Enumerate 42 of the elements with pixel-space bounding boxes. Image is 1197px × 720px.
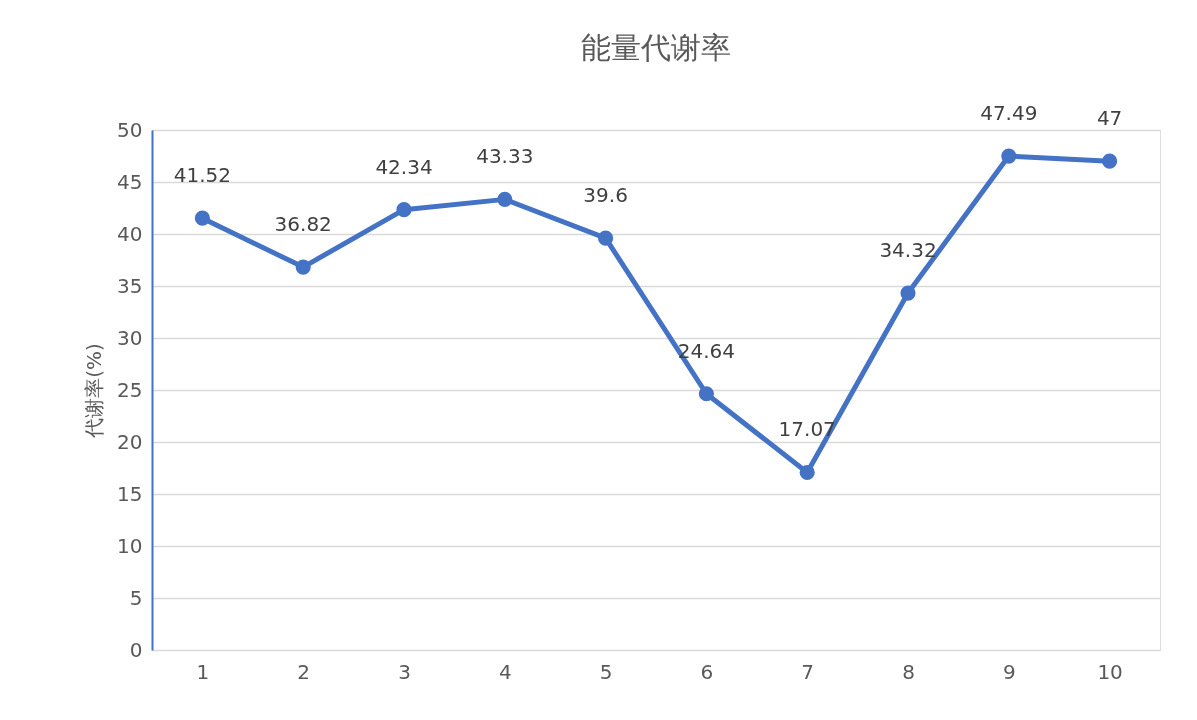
- point: [698, 386, 714, 402]
- y-tick-label: 35: [117, 273, 143, 298]
- x-tick-label: 5: [599, 659, 613, 684]
- data-label: 36.82: [274, 212, 332, 237]
- point: [497, 191, 513, 207]
- data-label: 24.64: [677, 338, 736, 363]
- x-tick-label: 1: [196, 659, 210, 684]
- point: [1102, 153, 1118, 169]
- y-tick-label: 5: [129, 585, 143, 610]
- point: [1001, 148, 1017, 164]
- y-tick-label: 0: [129, 637, 143, 662]
- x-tick-label: 2: [297, 659, 311, 684]
- data-label: 34.32: [879, 238, 937, 263]
- x-tick-label: 10: [1097, 659, 1123, 684]
- point: [194, 210, 210, 226]
- y-tick-label: 30: [117, 325, 143, 350]
- y-tick-label: 50: [117, 117, 143, 142]
- x-tick-label: 6: [700, 659, 714, 684]
- data-label: 43.33: [476, 144, 534, 169]
- y-tick-label: 20: [117, 429, 143, 454]
- chart-title: 能量代谢率: [581, 30, 731, 66]
- data-label: 47: [1096, 106, 1123, 131]
- point: [598, 230, 614, 246]
- x-tick-label: 7: [801, 659, 815, 684]
- data-label: 47.49: [980, 101, 1038, 126]
- x-tick-label: 8: [902, 659, 915, 684]
- y-tick-label: 15: [117, 481, 143, 506]
- y-tick-label: 25: [117, 377, 143, 402]
- point: [295, 259, 311, 275]
- x-tick-label: 3: [398, 659, 411, 684]
- data-label: 42.34: [375, 154, 433, 179]
- point: [396, 202, 412, 218]
- y-axis-title: 代谢率(%): [82, 343, 107, 439]
- x-tick-label: 9: [1002, 659, 1016, 684]
- y-tick-label: 10: [117, 533, 143, 558]
- data-label: 39.6: [583, 183, 628, 208]
- y-tick-label: 45: [117, 169, 143, 194]
- point: [900, 285, 916, 301]
- data-label: 41.52: [173, 163, 232, 188]
- y-tick-label: 40: [117, 221, 143, 246]
- x-tick-label: 4: [498, 659, 512, 684]
- point: [799, 464, 815, 481]
